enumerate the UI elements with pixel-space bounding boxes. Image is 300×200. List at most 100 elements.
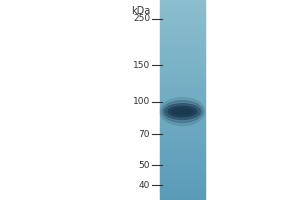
Bar [160, 187, 205, 188]
Bar [160, 165, 205, 167]
Bar [160, 48, 205, 49]
Bar [160, 176, 205, 177]
Bar [160, 5, 205, 7]
Bar [160, 87, 205, 88]
Bar [160, 15, 205, 16]
Bar [160, 95, 205, 96]
Bar [160, 192, 205, 193]
Bar [160, 195, 205, 196]
Bar [160, 36, 205, 37]
Ellipse shape [164, 104, 200, 120]
Bar [160, 108, 205, 109]
Bar [160, 67, 205, 68]
Bar [160, 40, 205, 41]
Bar [160, 197, 205, 199]
Bar [160, 168, 205, 169]
Bar [160, 45, 205, 47]
Bar [160, 83, 205, 84]
Bar [160, 148, 205, 149]
Ellipse shape [160, 98, 205, 126]
Bar [160, 153, 205, 155]
Bar [160, 12, 205, 13]
Bar [160, 104, 205, 105]
Bar [160, 77, 205, 79]
Bar [160, 52, 205, 53]
Bar [160, 188, 205, 189]
Bar [160, 191, 205, 192]
Bar [160, 131, 205, 132]
Bar [160, 68, 205, 69]
Bar [160, 51, 205, 52]
Ellipse shape [168, 106, 197, 117]
Bar [160, 177, 205, 179]
Bar [160, 60, 205, 61]
Bar [160, 135, 205, 136]
Bar [160, 32, 205, 33]
Bar [160, 91, 205, 92]
Bar [160, 27, 205, 28]
Bar [160, 75, 205, 76]
Ellipse shape [175, 109, 190, 114]
Bar [160, 41, 205, 43]
Bar [160, 143, 205, 144]
Bar [160, 185, 205, 187]
Bar [160, 39, 205, 40]
Bar [160, 129, 205, 131]
Bar [160, 103, 205, 104]
Text: kDa: kDa [131, 6, 150, 16]
Bar [160, 136, 205, 137]
Bar [160, 17, 205, 19]
Bar [160, 125, 205, 127]
Bar [160, 65, 205, 67]
Bar [160, 24, 205, 25]
Text: 70: 70 [139, 130, 150, 139]
Bar [160, 180, 205, 181]
Bar [160, 169, 205, 171]
Bar [160, 137, 205, 139]
Bar [160, 107, 205, 108]
Bar [160, 175, 205, 176]
Bar [160, 25, 205, 27]
Bar [160, 53, 205, 55]
Bar [160, 167, 205, 168]
Bar [160, 88, 205, 89]
Bar [160, 89, 205, 91]
Bar [160, 193, 205, 195]
Bar [160, 64, 205, 65]
Bar [160, 31, 205, 32]
Bar [160, 160, 205, 161]
Bar [160, 81, 205, 83]
Bar [160, 140, 205, 141]
Bar [160, 47, 205, 48]
Bar [160, 93, 205, 95]
Ellipse shape [171, 108, 194, 115]
Bar [160, 119, 205, 120]
Bar [160, 157, 205, 159]
Bar [160, 0, 205, 1]
Bar [160, 115, 205, 116]
Bar [160, 120, 205, 121]
Bar [160, 35, 205, 36]
Bar [160, 105, 205, 107]
Bar [160, 28, 205, 29]
Bar [160, 57, 205, 59]
Bar [160, 117, 205, 119]
Bar [160, 113, 205, 115]
Bar [160, 147, 205, 148]
Bar [160, 61, 205, 63]
Bar [160, 109, 205, 111]
Bar [160, 127, 205, 128]
Bar [160, 99, 205, 100]
Bar [160, 151, 205, 152]
Bar [160, 133, 205, 135]
Text: 150: 150 [133, 61, 150, 70]
Bar [160, 43, 205, 44]
Bar [160, 3, 205, 4]
Bar [160, 9, 205, 11]
Bar [160, 69, 205, 71]
Bar [160, 112, 205, 113]
Bar [160, 183, 205, 184]
Bar [160, 181, 205, 183]
Bar [160, 72, 205, 73]
Bar [160, 19, 205, 20]
